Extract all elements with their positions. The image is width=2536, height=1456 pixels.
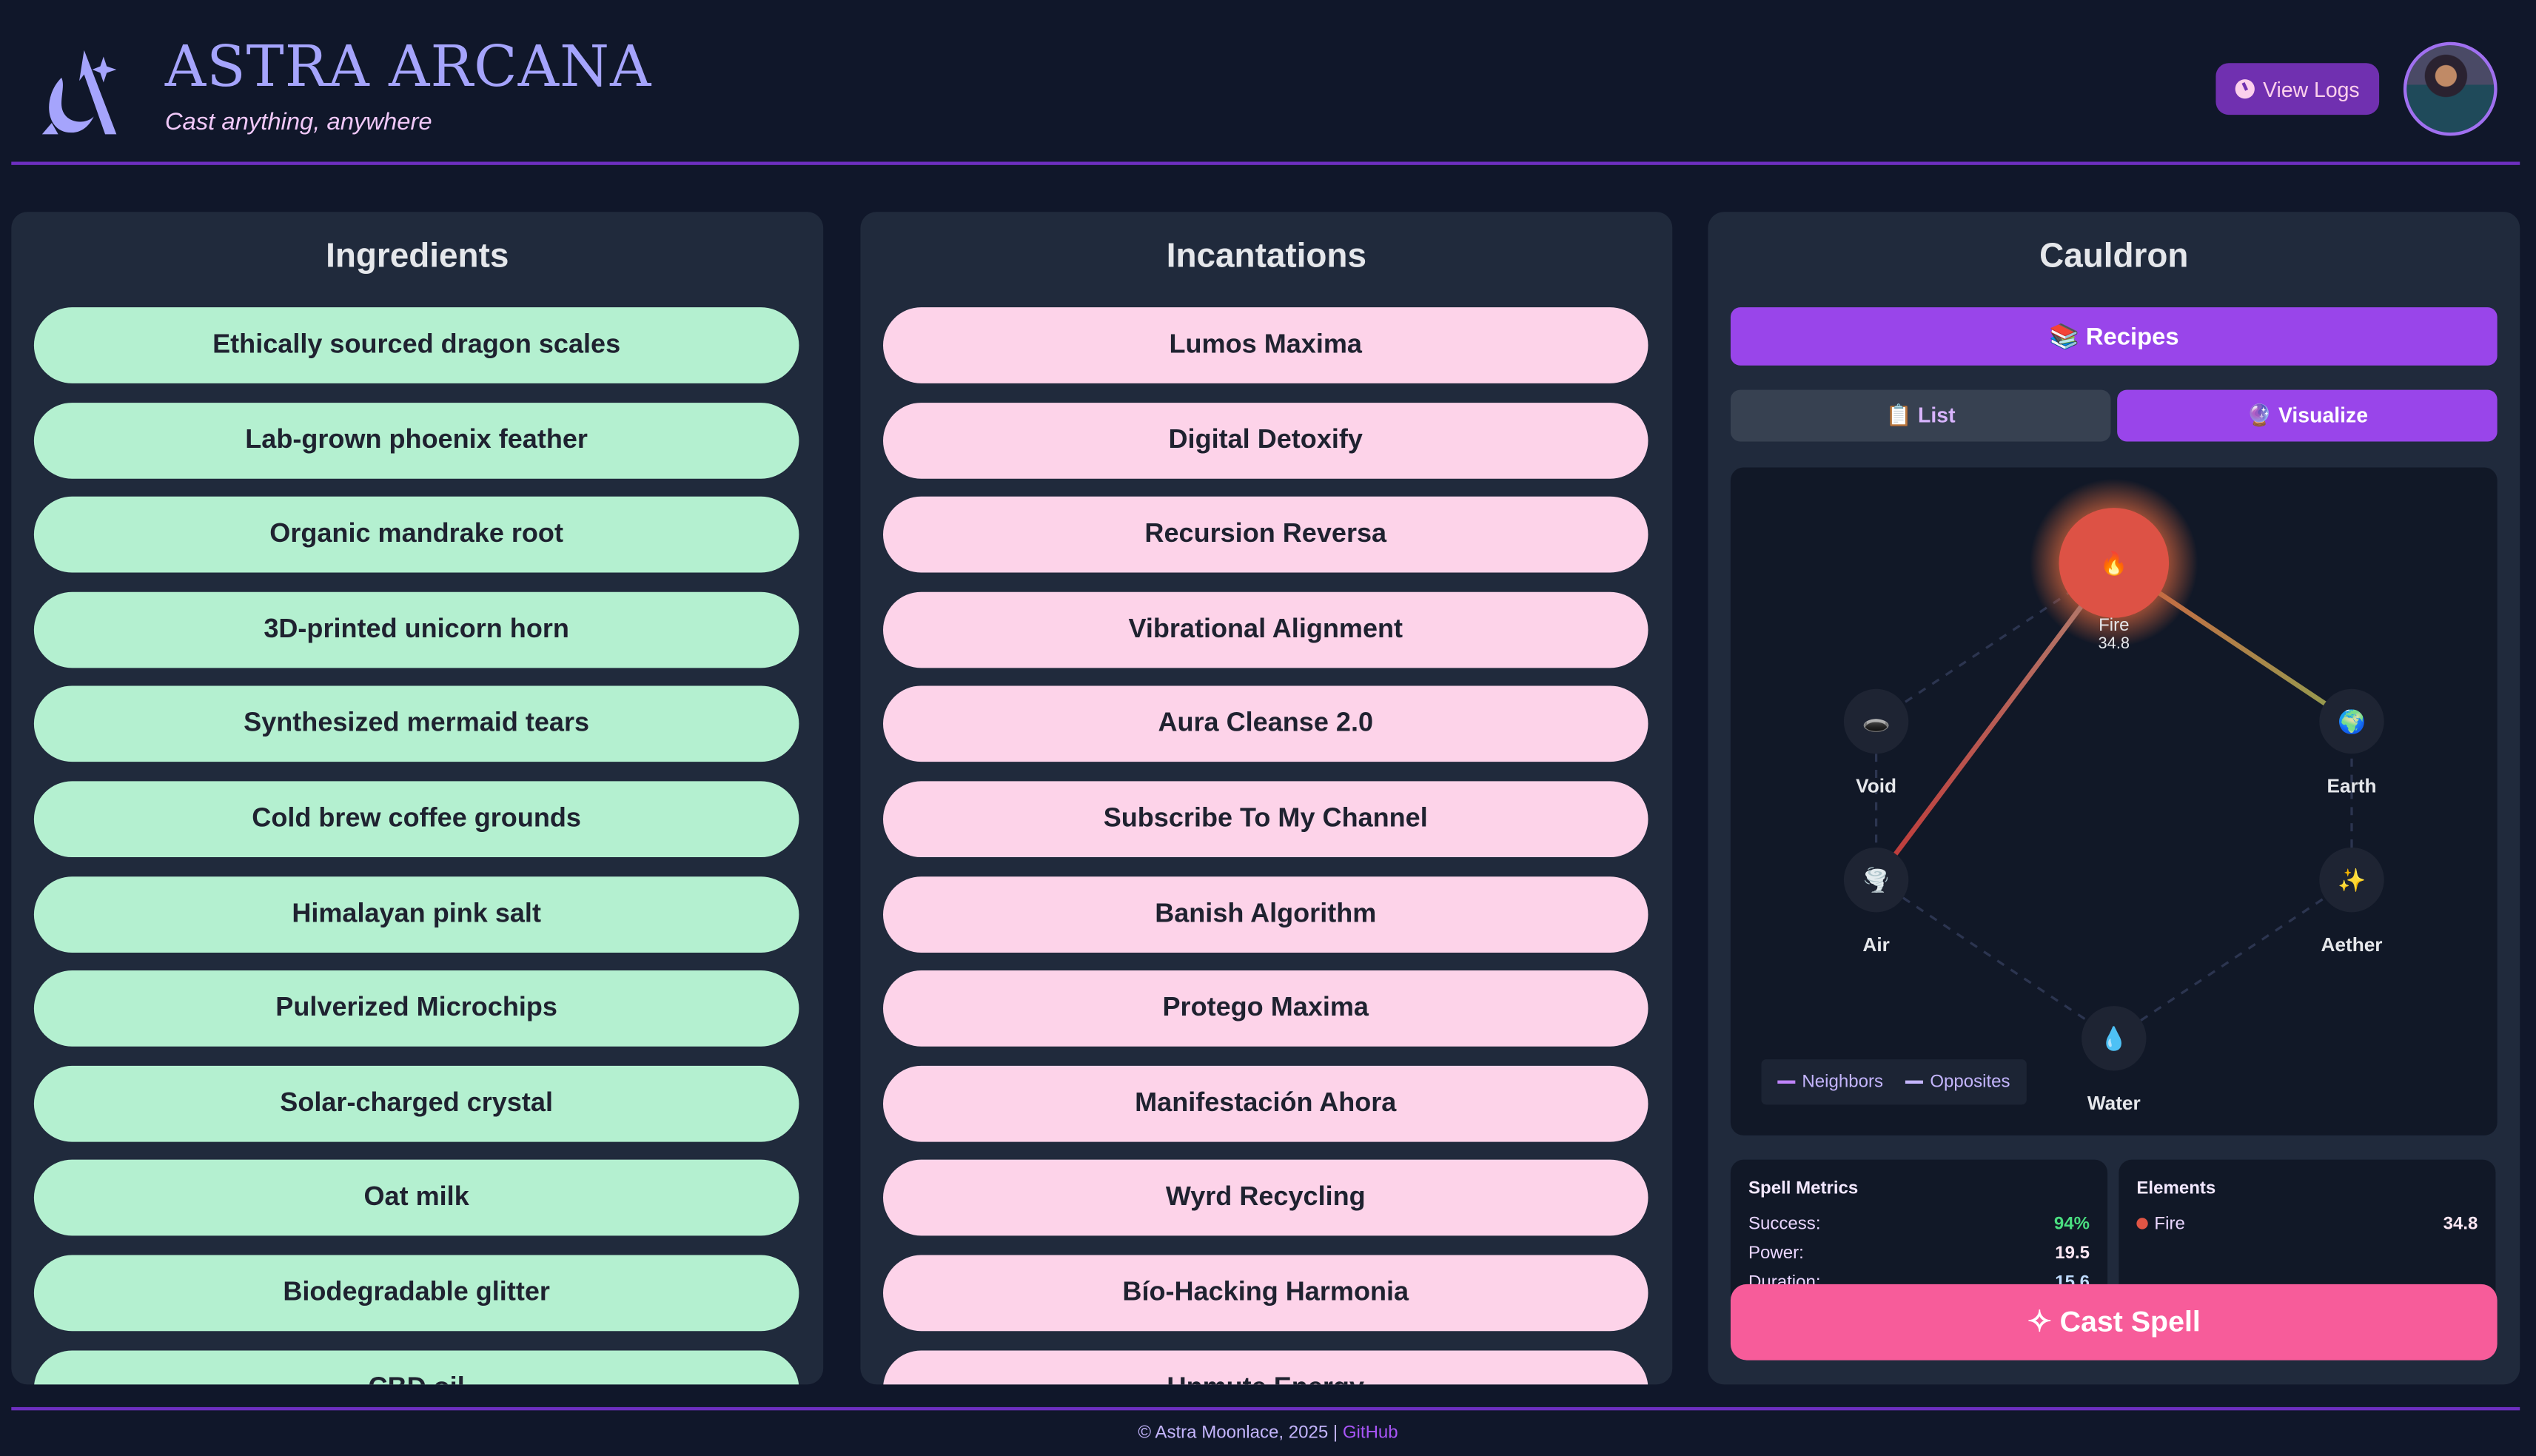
incantations-title: Incantations xyxy=(1166,238,1366,275)
dashed-line-icon xyxy=(1905,1080,1924,1084)
element-name: Fire xyxy=(2099,616,2130,636)
line-water-aether xyxy=(2113,879,2352,1040)
element-label: Void xyxy=(1856,775,1896,798)
ingredients-item[interactable]: Himalayan pink salt xyxy=(33,876,799,953)
user-avatar[interactable] xyxy=(2403,41,2498,136)
tab-list[interactable]: 📋 List xyxy=(1730,389,2111,442)
solid-line-icon xyxy=(1777,1080,1796,1084)
ingredients-item[interactable]: Organic mandrake root xyxy=(33,497,799,573)
incantations-item[interactable]: Bío-Hacking Harmonia xyxy=(883,1255,1648,1332)
footer: © Astra Moonlace, 2025 | GitHub xyxy=(0,1423,2536,1443)
incantations-item[interactable]: Wyrd Recycling xyxy=(883,1160,1648,1237)
ingredients-item[interactable]: CBD oil xyxy=(33,1349,799,1385)
power-label: Power: xyxy=(1748,1244,1804,1264)
app-subtitle: Cast anything, anywhere xyxy=(164,108,432,136)
element-name: Void xyxy=(1856,774,1897,798)
fire-dot-icon xyxy=(2136,1218,2148,1229)
power-value: 19.5 xyxy=(2055,1244,2090,1264)
view-logs-button[interactable]: View Logs xyxy=(2215,63,2380,115)
legend-neighbors: Neighbors xyxy=(1777,1072,1883,1092)
ingredients-item[interactable]: Cold brew coffee grounds xyxy=(33,781,799,858)
view-logs-label: View Logs xyxy=(2263,76,2360,101)
legend-opposites: Opposites xyxy=(1905,1072,2010,1092)
legend-neighbors-label: Neighbors xyxy=(1802,1072,1883,1092)
header-divider xyxy=(11,161,2520,165)
element-node-air[interactable]: 🌪️ xyxy=(1843,847,1909,913)
element-node-aether[interactable]: ✨ xyxy=(2319,847,2384,913)
elements-title: Elements xyxy=(2136,1178,2216,1199)
void-icon: 🕳️ xyxy=(1862,707,1891,734)
element-node-earth[interactable]: 🌍 xyxy=(2319,688,2384,754)
incantations-item[interactable]: Lumos Maxima xyxy=(883,307,1648,383)
incantations-panel: Incantations Lumos Maxima Digital Detoxif… xyxy=(860,212,1673,1385)
spell-metrics-title: Spell Metrics xyxy=(1748,1178,1859,1199)
metric-success: Success: 94% xyxy=(1748,1215,2090,1234)
metric-power: Power: 19.5 xyxy=(1748,1244,2090,1263)
ingredients-item[interactable]: Synthesized mermaid tears xyxy=(33,686,799,762)
cast-spell-button[interactable]: ✧ Cast Spell xyxy=(1730,1284,2498,1361)
footer-divider xyxy=(11,1406,2520,1411)
tab-visualize[interactable]: 🔮 Visualize xyxy=(2117,389,2498,442)
ingredients-item[interactable]: Pulverized Microchips xyxy=(33,970,799,1047)
element-node-fire[interactable]: 🔥 xyxy=(2059,508,2170,618)
legend-opposites-label: Opposites xyxy=(1930,1072,2010,1092)
incantations-item[interactable]: Recursion Reversa xyxy=(883,497,1648,573)
incantations-item[interactable]: Subscribe To My Channel xyxy=(883,781,1648,858)
element-node-water[interactable]: 💧 xyxy=(2082,1006,2147,1071)
element-value: 34.8 xyxy=(2443,1214,2478,1235)
ingredients-item[interactable]: Biodegradable glitter xyxy=(33,1255,799,1332)
element-label: Air xyxy=(1862,933,1889,956)
incantations-item[interactable]: Banish Algorithm xyxy=(883,876,1648,953)
incantations-item[interactable]: Vibrational Alignment xyxy=(883,591,1648,668)
legend: Neighbors Opposites xyxy=(1761,1059,2027,1105)
astra-logo-icon xyxy=(41,50,117,135)
element-name: Earth xyxy=(2327,774,2377,798)
ingredients-panel: Ingredients Ethically sourced dragon sca… xyxy=(11,212,824,1385)
element-label: Fire 34.8 xyxy=(2099,616,2130,653)
incantations-item[interactable]: Manifestación Ahora xyxy=(883,1065,1648,1142)
clock-icon xyxy=(2235,79,2255,99)
element-label: Water xyxy=(2087,1092,2141,1115)
ingredients-title: Ingredients xyxy=(326,238,509,275)
element-visualization: 🔥 Fire 34.8 🕳️ Void 🌍 Earth 🌪️ Air ✨ Aether 💧 Water … xyxy=(1730,467,2498,1135)
element-row-fire: Fire 34.8 xyxy=(2136,1215,2478,1234)
elements-box: Elements Fire 34.8 xyxy=(2119,1159,2496,1306)
ingredients-item[interactable]: Oat milk xyxy=(33,1160,799,1237)
line-fire-air xyxy=(1874,561,2116,882)
element-name: Water xyxy=(2087,1091,2141,1115)
app-title: ASTRA ARCANA xyxy=(164,36,652,101)
cauldron-panel: Cauldron 📚 Recipes 📋 List 🔮 Visualize 🔥 F… xyxy=(1708,212,2520,1385)
water-icon: 💧 xyxy=(2099,1024,2128,1051)
incantations-item[interactable]: Digital Detoxify xyxy=(883,402,1648,478)
ingredients-item[interactable]: Lab-grown phoenix feather xyxy=(33,402,799,478)
github-link[interactable]: GitHub xyxy=(1342,1423,1398,1443)
ingredients-item[interactable]: Solar-charged crystal xyxy=(33,1065,799,1142)
element-name: Aether xyxy=(2321,933,2383,956)
incantations-item[interactable]: Aura Cleanse 2.0 xyxy=(883,686,1648,762)
aether-icon: ✨ xyxy=(2337,866,2366,893)
success-label: Success: xyxy=(1748,1214,1821,1235)
spell-metrics-box: Spell Metrics Success: 94% Power: 19.5 Dur… xyxy=(1730,1159,2108,1306)
element-name: Air xyxy=(1862,933,1890,956)
line-air-water xyxy=(1875,879,2115,1040)
element-label: Earth xyxy=(2327,775,2376,798)
earth-icon: 🌍 xyxy=(2337,707,2366,734)
fire-icon: 🔥 xyxy=(2099,548,2128,575)
element-name: Fire xyxy=(2154,1214,2185,1235)
element-label: Aether xyxy=(2321,933,2382,956)
element-node-void[interactable]: 🕳️ xyxy=(1843,688,1909,754)
recipes-button[interactable]: 📚 Recipes xyxy=(1730,307,2498,366)
air-icon: 🌪️ xyxy=(1862,866,1891,893)
ingredients-item[interactable]: 3D-printed unicorn horn xyxy=(33,591,799,668)
success-value: 94% xyxy=(2053,1214,2090,1235)
incantations-item[interactable]: Unmute Energy xyxy=(883,1349,1648,1385)
incantations-item[interactable]: Protego Maxima xyxy=(883,970,1648,1047)
cauldron-title: Cauldron xyxy=(2039,238,2189,275)
element-value: 34.8 xyxy=(2098,635,2130,654)
ingredients-item[interactable]: Ethically sourced dragon scales xyxy=(33,307,799,383)
footer-copyright: © Astra Moonlace, 2025 | xyxy=(1138,1423,1343,1443)
